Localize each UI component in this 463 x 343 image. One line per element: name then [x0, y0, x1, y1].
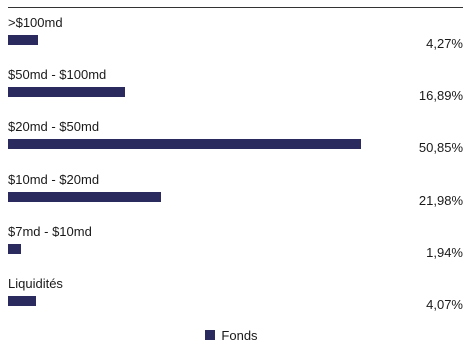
value-label: 4,07% [426, 297, 463, 312]
value-label: 50,85% [418, 140, 463, 156]
bar-row: $20md - $50md 50,85% [0, 119, 463, 171]
category-label: >$100md [8, 15, 63, 30]
category-label: $10md - $20md [8, 171, 100, 187]
bar [8, 87, 126, 98]
category-label: Liquidités [8, 276, 63, 291]
legend: Fonds [0, 327, 463, 343]
bar-row: $7md - $10md 1,94% [0, 224, 463, 276]
top-rule [8, 7, 463, 8]
value-label: 16,89% [418, 88, 463, 104]
bar-row: Liquidités 4,07% [0, 276, 463, 328]
bar-row: $50md - $100md 16,89% [0, 67, 463, 119]
value-label: 4,27% [426, 36, 463, 51]
bar [8, 191, 161, 202]
bar [8, 296, 37, 306]
bar [8, 243, 22, 254]
value-label: 21,98% [418, 192, 463, 208]
category-label: $50md - $100md [8, 67, 107, 83]
bar [8, 35, 38, 45]
bar-row: $10md - $20md 21,98% [0, 172, 463, 224]
bar-row: >$100md 4,27% [0, 15, 463, 67]
value-label: 1,94% [426, 244, 463, 260]
category-label: $20md - $50md [8, 119, 100, 135]
category-label: $7md - $10md [8, 223, 92, 239]
legend-swatch [205, 330, 216, 340]
legend-label: Fonds [221, 327, 258, 343]
bar [8, 139, 361, 150]
